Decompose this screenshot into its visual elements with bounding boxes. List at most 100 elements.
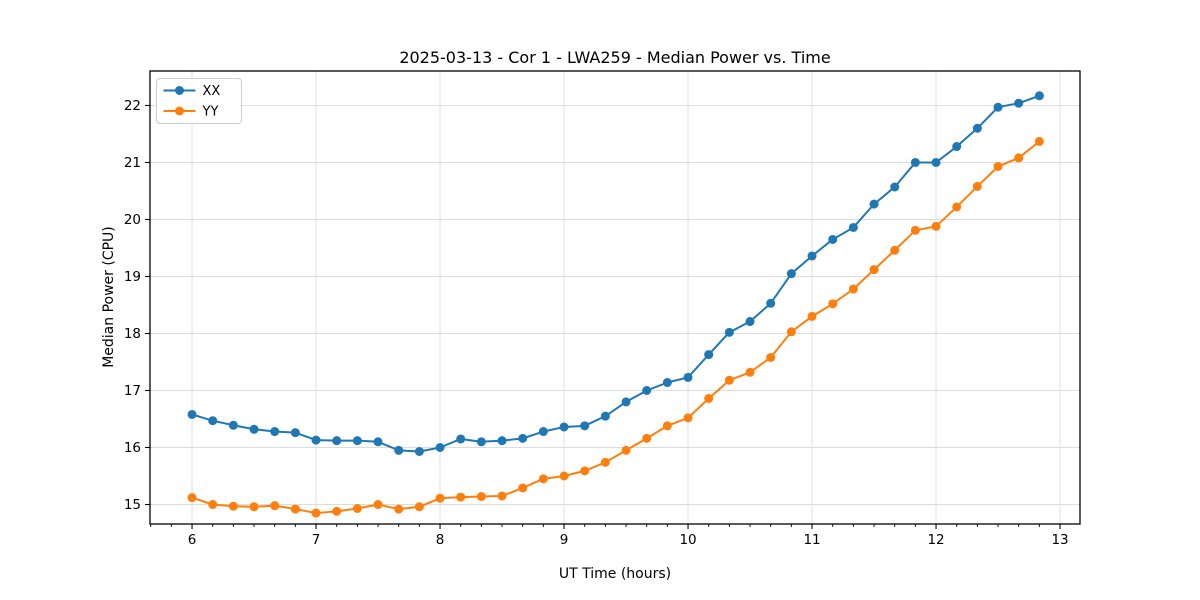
data-point-xx (394, 445, 404, 455)
data-point-yy (807, 311, 817, 321)
data-point-xx (1034, 91, 1044, 101)
y-tick-label: 18 (124, 326, 141, 342)
data-point-xx (208, 416, 218, 426)
data-point-yy (931, 221, 941, 231)
legend-label: YY (202, 105, 219, 120)
data-point-xx (869, 199, 879, 209)
plot-spines (149, 70, 1081, 525)
data-point-xx (559, 422, 569, 432)
data-point-xx (270, 427, 280, 437)
data-point-xx (972, 123, 982, 133)
series-yy (187, 136, 1044, 518)
y-tick-label: 20 (124, 212, 141, 228)
data-point-xx (766, 298, 776, 308)
data-point-xx (518, 433, 528, 443)
data-point-xx (228, 420, 238, 430)
data-point-yy (559, 471, 569, 481)
axis-ticks (145, 104, 1061, 529)
legend: XX YY (156, 78, 242, 124)
data-point-yy (662, 421, 672, 431)
x-tick-label: 6 (188, 532, 197, 548)
data-point-xx (993, 102, 1003, 112)
data-point-yy (724, 375, 734, 385)
data-point-yy (518, 483, 528, 493)
data-point-yy (869, 265, 879, 275)
legend-marker-yy (175, 106, 184, 116)
data-point-xx (662, 378, 672, 388)
y-tick-label: 22 (124, 98, 141, 114)
data-point-yy (435, 493, 445, 503)
data-point-xx (910, 157, 920, 167)
data-point-yy (270, 501, 280, 511)
data-point-yy (352, 504, 362, 513)
data-point-yy (414, 502, 424, 512)
data-point-xx (1014, 98, 1024, 108)
data-point-yy (497, 491, 507, 501)
data-point-xx (497, 436, 507, 446)
data-point-xx (332, 436, 342, 446)
data-point-xx (848, 222, 858, 232)
data-point-yy (621, 445, 631, 455)
data-point-yy (476, 492, 486, 502)
x-tick-label: 12 (927, 532, 944, 548)
data-point-yy (766, 352, 776, 362)
data-point-yy (394, 504, 404, 514)
data-point-yy (187, 493, 197, 503)
series-xx (187, 91, 1044, 456)
y-tick-label: 19 (124, 269, 141, 285)
data-point-xx (456, 434, 466, 444)
legend-label: XX (203, 84, 221, 99)
data-point-xx (352, 436, 362, 446)
data-point-xx (311, 435, 321, 445)
data-point-xx (580, 421, 590, 431)
y-tick-label: 17 (124, 383, 141, 399)
data-point-xx (600, 411, 610, 421)
data-point-xx (931, 157, 941, 167)
data-point-xx (373, 437, 383, 447)
chart-title: 2025-03-13 - Cor 1 - LWA259 - Median Pow… (399, 48, 830, 67)
x-tick-label: 13 (1051, 532, 1068, 548)
data-point-yy (642, 433, 652, 443)
y-tick-label: 15 (124, 497, 141, 513)
legend-marker-xx (175, 86, 184, 95)
data-point-yy (993, 161, 1003, 171)
data-point-yy (786, 327, 796, 337)
data-point-xx (538, 427, 548, 437)
data-point-xx (642, 386, 652, 395)
data-point-yy (890, 245, 900, 255)
legend-item-yy: YY (163, 105, 219, 120)
data-point-xx (828, 234, 838, 244)
data-point-yy (332, 506, 342, 516)
data-point-yy (208, 500, 218, 510)
data-point-xx (476, 437, 486, 447)
legend-item-xx: XX (163, 84, 221, 99)
data-point-yy (538, 474, 548, 484)
data-point-xx (704, 350, 714, 360)
axis-tick-labels: 6 7 8 9 10 11 12 13 15 16 17 18 19 20 21 22 (124, 98, 1069, 548)
x-tick-label: 8 (436, 532, 445, 548)
data-point-xx (683, 372, 693, 382)
x-tick-label: 10 (679, 532, 696, 548)
data-point-xx (724, 327, 734, 337)
data-point-yy (683, 413, 693, 423)
data-point-xx (952, 142, 962, 152)
data-point-yy (373, 500, 383, 510)
data-point-yy (249, 502, 259, 512)
data-point-yy (848, 284, 858, 294)
y-tick-label: 16 (124, 440, 141, 456)
grid-lines (150, 71, 1080, 524)
data-point-xx (187, 409, 197, 419)
data-point-yy (952, 202, 962, 212)
data-point-yy (311, 508, 321, 518)
data-point-yy (456, 492, 466, 502)
data-point-yy (972, 181, 982, 191)
data-point-xx (290, 428, 300, 438)
data-point-xx (414, 446, 424, 456)
data-point-xx (435, 443, 445, 452)
data-point-xx (621, 397, 631, 407)
data-point-yy (600, 457, 610, 467)
data-point-xx (786, 269, 796, 279)
data-point-yy (910, 225, 920, 235)
